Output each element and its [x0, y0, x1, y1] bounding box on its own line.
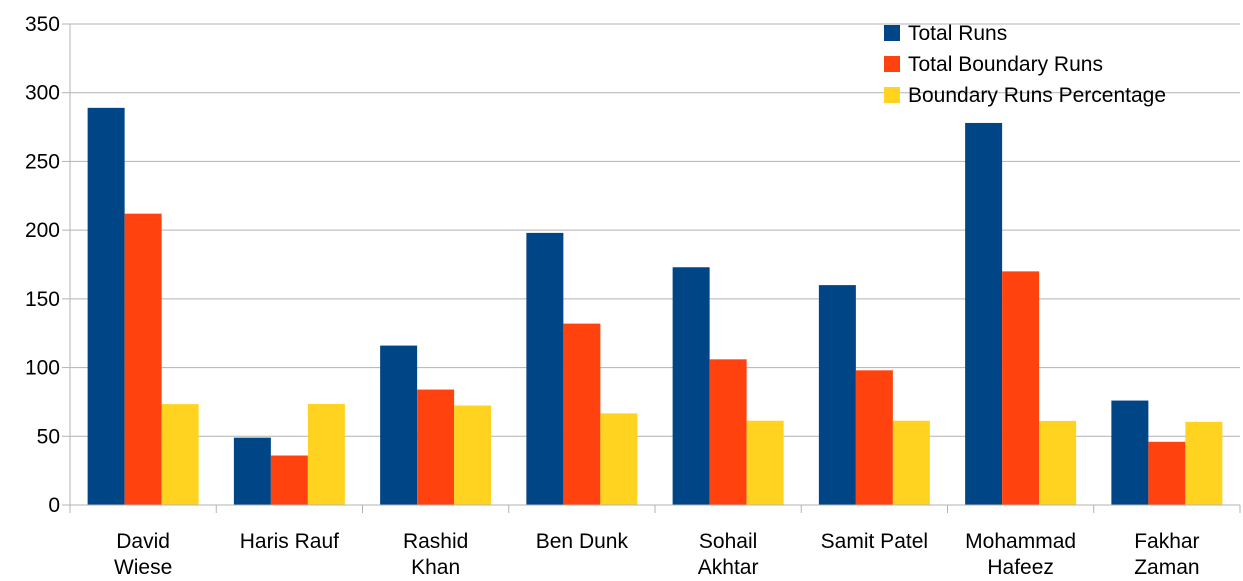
- x-tick-label: Ben Dunk: [536, 530, 629, 553]
- bar: [1111, 400, 1149, 505]
- bar: [1185, 421, 1223, 505]
- y-tick-label: 250: [25, 150, 60, 173]
- x-tick-label: David Wiese: [114, 530, 172, 579]
- bar: [161, 404, 199, 505]
- y-tick-label: 0: [48, 494, 60, 517]
- x-tick-label: Haris Rauf: [240, 530, 339, 553]
- bar: [380, 345, 418, 505]
- bar: [855, 370, 893, 505]
- legend: Total Runs Total Boundary Runs Boundary Ru…: [884, 22, 1166, 107]
- legend-swatch: [884, 25, 900, 41]
- bar: [233, 437, 271, 505]
- bar: [965, 122, 1003, 505]
- bar: [87, 107, 125, 506]
- bar: [709, 359, 747, 505]
- x-tick-label: Rashid Khan: [403, 530, 468, 579]
- x-axis-tick-labels: David Wiese Haris Rauf Rashid Khan Ben Dunk So…: [114, 530, 1200, 579]
- bar: [892, 420, 930, 505]
- bar: [526, 232, 564, 506]
- legend-label: Total Boundary Runs: [908, 53, 1103, 76]
- bar: [307, 403, 345, 505]
- bar: [746, 420, 784, 505]
- bar: [818, 285, 856, 505]
- legend-label: Boundary Runs Percentage: [908, 84, 1166, 107]
- legend-swatch: [884, 87, 900, 103]
- bar: [672, 267, 710, 505]
- bar: [454, 405, 492, 505]
- y-tick-label: 300: [25, 82, 60, 105]
- bar: [600, 413, 638, 505]
- x-tick-label: Mohammad Hafeez: [965, 530, 1076, 579]
- bar: [1002, 271, 1040, 505]
- gridlines: [70, 23, 1240, 437]
- legend-label: Total Runs: [908, 22, 1007, 45]
- y-tick-label: 50: [37, 425, 60, 448]
- y-tick-label: 200: [25, 219, 60, 242]
- bars: [87, 107, 1223, 506]
- bar: [563, 323, 601, 505]
- x-tick-label: Fakhar Zaman: [1134, 530, 1199, 579]
- legend-swatch: [884, 56, 900, 72]
- bar: [124, 213, 162, 505]
- x-tick-label: Sohail Akhtar: [698, 530, 759, 579]
- bar: [1039, 420, 1077, 505]
- bar: [270, 455, 308, 505]
- bar: [417, 389, 455, 505]
- y-tick-label: 150: [25, 288, 60, 311]
- axes: [62, 23, 1241, 513]
- y-tick-label: 100: [25, 357, 60, 380]
- x-tick-label: Samit Patel: [821, 530, 928, 553]
- y-axis-tick-labels: 0 50 100 150 200 250 300 350: [25, 13, 60, 517]
- y-tick-label: 350: [25, 13, 60, 36]
- bar: [1148, 441, 1186, 505]
